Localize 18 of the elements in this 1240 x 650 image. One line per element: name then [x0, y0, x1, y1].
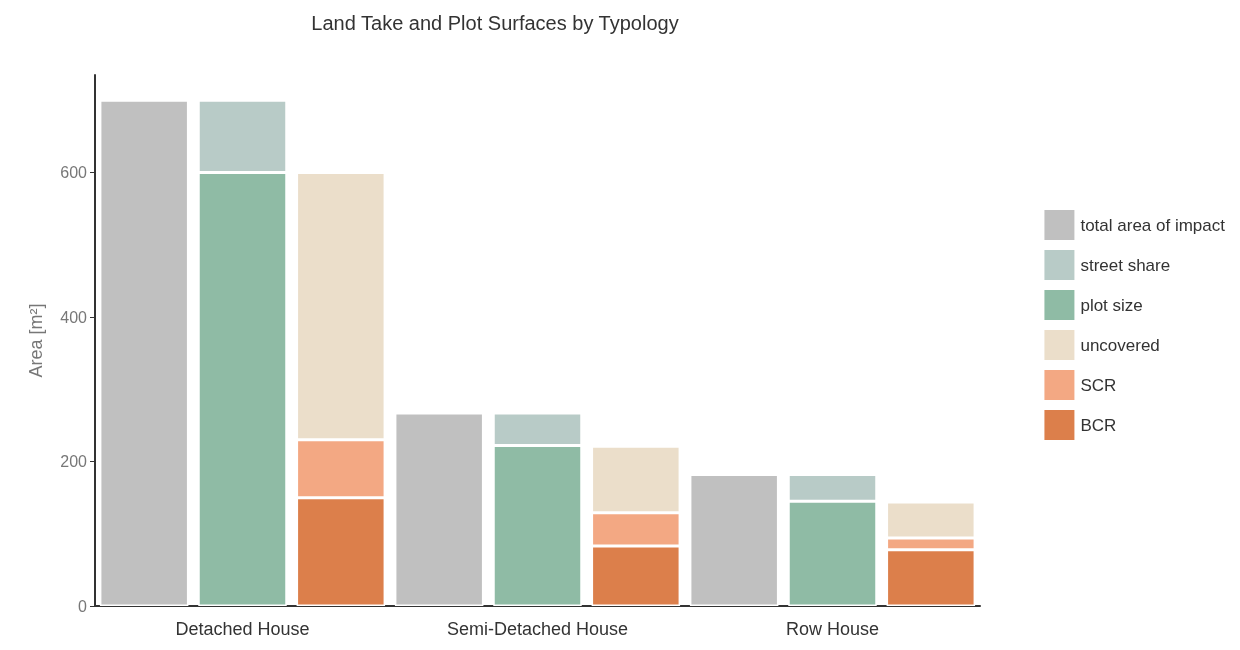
legend-label: uncovered: [1080, 335, 1160, 355]
y-tick-label: 0: [78, 597, 88, 615]
legend-label: plot size: [1080, 295, 1143, 315]
legend-label: street share: [1080, 255, 1171, 275]
y-axis-title: Area [m²]: [26, 303, 46, 378]
x-tick-label: Detached House: [175, 619, 310, 639]
x-tick-label: Row House: [785, 619, 880, 639]
legend-label: total area of impact: [1080, 215, 1226, 235]
y-tick-label: 200: [60, 453, 88, 471]
bar: [99, 100, 189, 606]
bar: [394, 413, 484, 606]
y-tick-label: 600: [60, 164, 88, 182]
chart-title: Land Take and Plot Surfaces by Typology: [311, 12, 679, 34]
y-tick-label: 400: [60, 308, 88, 326]
x-tick-label: Semi-Detached House: [446, 619, 629, 639]
legend-label: BCR: [1080, 415, 1117, 435]
legend-label: SCR: [1080, 375, 1117, 395]
bar: [689, 474, 779, 606]
